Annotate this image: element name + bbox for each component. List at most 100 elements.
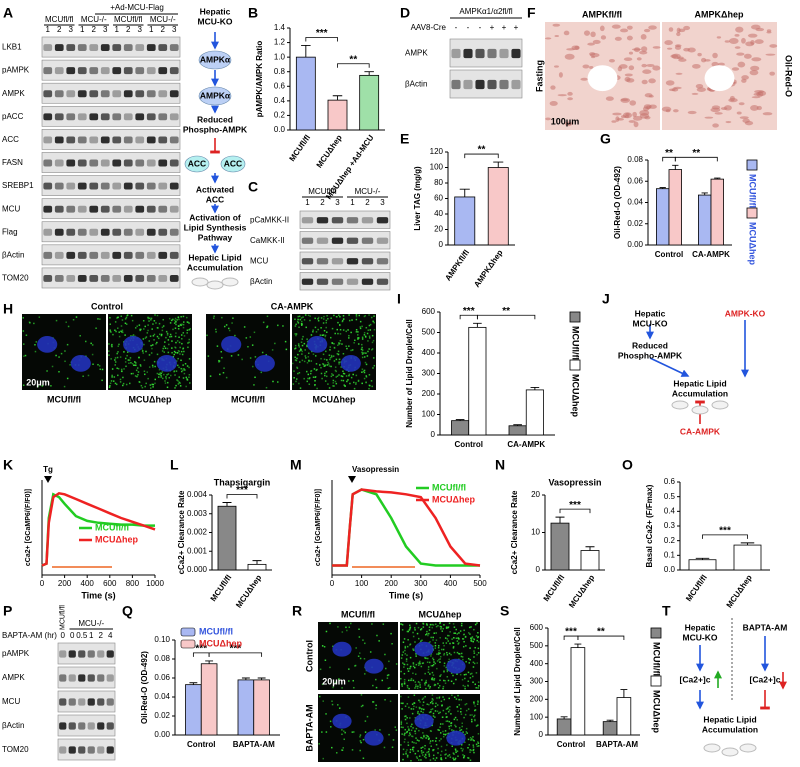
lipid-signal: [465, 727, 468, 730]
lipid-signal: [339, 315, 341, 318]
legend-swatch: [650, 627, 662, 639]
lipid-signal: [174, 351, 177, 354]
lipid-signal: [307, 377, 309, 380]
y-tick-label: 80: [434, 178, 443, 187]
lipid-signal: [431, 700, 433, 703]
blot-band: [451, 48, 461, 59]
lipid-signal: [403, 715, 406, 718]
lipid-signal: [123, 351, 125, 353]
lipid-signal: [365, 352, 367, 354]
lane-label: 0.5: [76, 631, 88, 640]
lane-label: 3: [138, 25, 143, 34]
cell-texture: [696, 87, 706, 92]
row-label: pAMPK: [2, 649, 30, 658]
cell-texture: [641, 79, 648, 85]
lipid-signal: [460, 713, 463, 715]
lipid-signal: [150, 319, 152, 321]
error-bar: [332, 95, 343, 101]
lipid-signal: [309, 315, 311, 317]
blot-band: [89, 274, 99, 282]
lipid-signal: [188, 358, 191, 360]
lipid-signal: [409, 732, 411, 734]
lipid-signal: [417, 637, 420, 640]
lipid-signal: [323, 645, 326, 648]
lipid-signal: [182, 369, 184, 372]
lipid-signal: [323, 358, 326, 361]
vessel: [704, 65, 735, 92]
y-tick-label: 0.00: [154, 730, 170, 739]
lipid-signal: [452, 642, 454, 644]
lipid-signal: [469, 736, 472, 739]
lipid-signal: [417, 681, 420, 683]
x-tick-label: 0: [40, 579, 45, 588]
lipid-signal: [334, 380, 337, 383]
lipid-signal: [447, 710, 450, 713]
lipid-signal: [301, 353, 303, 355]
blot-band: [78, 698, 86, 706]
lipid-signal: [463, 633, 465, 636]
legend-swatch: [650, 675, 662, 687]
lipid-signal: [293, 377, 295, 379]
lipid-signal: [426, 624, 428, 626]
image-label: MCUΔhep: [419, 609, 462, 619]
lipid-signal: [294, 348, 296, 350]
lipid-signal: [445, 708, 448, 710]
lipid-signal: [427, 668, 430, 671]
cell-texture: [592, 39, 601, 44]
lipid-signal: [97, 318, 99, 320]
lipid-signal: [142, 338, 145, 340]
lipid-signal: [364, 642, 366, 645]
lipid-signal: [172, 356, 175, 358]
lipid-signal: [337, 350, 340, 353]
lipid-signal: [467, 757, 470, 759]
row-label: Flag: [2, 227, 18, 236]
blot-band: [361, 237, 374, 244]
lipid-signal: [125, 316, 128, 319]
lipid-signal: [368, 335, 371, 337]
bar: [359, 74, 380, 131]
lipid-signal: [320, 317, 323, 319]
lipid-signal: [172, 328, 174, 331]
lipid-signal: [401, 683, 403, 686]
lipid-signal: [189, 382, 191, 384]
lipid-signal: [470, 739, 472, 741]
lipid-signal: [321, 731, 323, 733]
bar: [237, 679, 255, 736]
lipid-signal: [332, 382, 335, 384]
lipid-signal: [430, 653, 433, 655]
lipid-signal: [357, 337, 359, 339]
y-tick-label: 400: [530, 659, 544, 668]
lipid-signal: [412, 679, 415, 682]
lipid-signal: [475, 635, 478, 637]
lipid-signal: [364, 361, 367, 364]
lipid-signal: [343, 738, 345, 741]
cell-texture: [765, 53, 776, 56]
lipid-signal: [433, 679, 435, 681]
lipid-signal: [404, 705, 407, 707]
significance-bracket: [559, 508, 591, 514]
lipid-signal: [439, 622, 441, 625]
lipid-signal: [409, 656, 412, 659]
blot-strip: [41, 59, 181, 81]
blot-band: [89, 205, 99, 213]
lipid-signal: [445, 642, 448, 644]
lipid-signal: [339, 328, 342, 331]
lipid-signal: [448, 658, 450, 661]
lipid-signal: [186, 329, 189, 331]
x-tick-label: MCUΔhep: [315, 133, 344, 170]
lipid-signal: [477, 641, 480, 643]
lipid-signal: [387, 687, 390, 690]
lipid-signal: [373, 328, 376, 331]
lipid-signal: [162, 318, 164, 321]
panel-letter: P: [3, 603, 12, 619]
diagram-label: Accumulation: [672, 388, 728, 398]
lipid-signal: [139, 381, 141, 383]
blot-band: [54, 205, 64, 213]
lipid-signal: [456, 640, 459, 642]
lipid-signal: [408, 734, 410, 737]
lipid-signal: [442, 735, 445, 738]
lipid-signal: [425, 657, 427, 660]
lipid-signal: [130, 372, 133, 375]
lipid-signal: [158, 373, 160, 376]
lipid-signal: [412, 750, 415, 752]
